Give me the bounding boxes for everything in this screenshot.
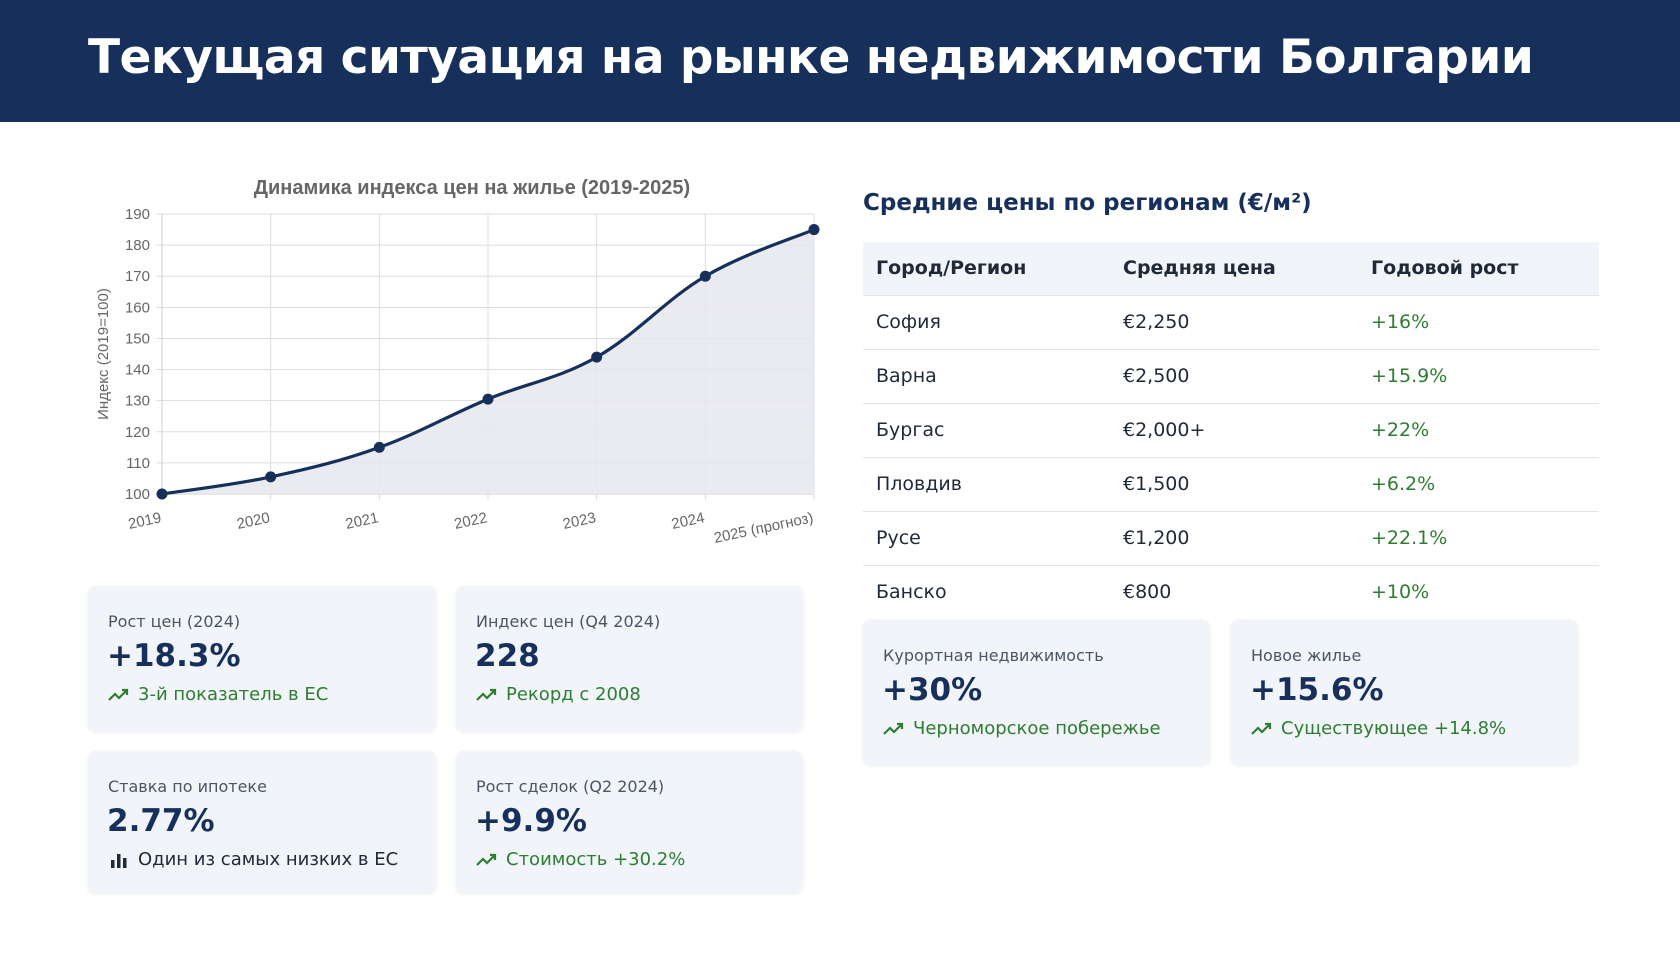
cell-growth: +22.1% bbox=[1358, 511, 1599, 566]
y-tick-label: 190 bbox=[125, 206, 150, 223]
y-tick-label: 130 bbox=[125, 393, 150, 410]
x-tick-label: 2019 bbox=[127, 509, 163, 533]
stat-note-text: Один из самых низких в ЕС bbox=[138, 849, 399, 870]
data-point bbox=[482, 393, 494, 405]
stat-note-text: Рекорд с 2008 bbox=[506, 684, 641, 705]
stat-value: 2.77% bbox=[107, 803, 215, 839]
y-tick-label: 180 bbox=[125, 237, 150, 254]
trend-up-icon bbox=[476, 853, 497, 866]
y-tick-label: 110 bbox=[126, 455, 150, 472]
stat-label: Рост сделок (Q2 2024) bbox=[476, 777, 665, 796]
regions-table-title: Средние цены по регионам (€/м²) bbox=[863, 190, 1312, 216]
stat-note: Стоимость +30.2% bbox=[476, 849, 685, 870]
cell-price: €1,200 bbox=[1110, 511, 1358, 566]
table-row: Пловдив €1,500 +6.2% bbox=[863, 457, 1599, 512]
table-row: Банско €800 +10% bbox=[863, 565, 1599, 619]
trend-up-icon bbox=[476, 688, 497, 701]
table-header-row: Город/Регион Средняя цена Годовой рост bbox=[863, 242, 1599, 296]
column-header-growth: Годовой рост bbox=[1358, 242, 1599, 296]
bar-chart-icon bbox=[111, 853, 127, 868]
stat-card-resort-property: Курортная недвижимость +30% Черноморское… bbox=[863, 620, 1210, 765]
y-tick-label: 150 bbox=[125, 330, 150, 347]
data-point bbox=[156, 488, 168, 500]
cell-price: €1,500 bbox=[1110, 457, 1358, 512]
x-tick-label: 2022 bbox=[453, 509, 489, 533]
table-row: Варна €2,500 +15.9% bbox=[863, 349, 1599, 404]
x-tick-label: 2023 bbox=[561, 509, 597, 533]
stat-label: Индекс цен (Q4 2024) bbox=[476, 612, 661, 631]
y-tick-label: 160 bbox=[125, 299, 150, 316]
column-header-city: Город/Регион bbox=[863, 242, 1110, 296]
stat-label: Ставка по ипотеке bbox=[108, 777, 267, 796]
stat-value: +30% bbox=[882, 672, 983, 708]
cell-price: €2,500 bbox=[1110, 349, 1358, 404]
y-tick-label: 140 bbox=[125, 362, 150, 379]
stat-value: 228 bbox=[475, 638, 540, 674]
cell-growth: +15.9% bbox=[1358, 349, 1599, 404]
cell-city: Банско bbox=[876, 581, 947, 604]
price-index-chart: Динамика индекса цен на жилье (2019-2025… bbox=[88, 168, 828, 563]
cell-price: €2,000+ bbox=[1110, 403, 1358, 458]
y-tick-label: 170 bbox=[125, 268, 150, 285]
data-point bbox=[265, 471, 277, 483]
series-area-fill bbox=[162, 229, 814, 495]
cell-price: €800 bbox=[1123, 581, 1172, 604]
trend-up-icon bbox=[108, 688, 129, 701]
stat-note: Рекорд с 2008 bbox=[476, 684, 641, 705]
trend-up-icon bbox=[883, 722, 904, 735]
chart-title: Динамика индекса цен на жилье (2019-2025… bbox=[254, 177, 690, 199]
cell-city: Русе bbox=[863, 511, 1110, 566]
cell-growth: +16% bbox=[1358, 295, 1599, 350]
y-axis-label: Индекс (2019=100) bbox=[95, 288, 112, 420]
cell-city: София bbox=[863, 295, 1110, 350]
stat-note: Черноморское побережье bbox=[883, 718, 1161, 739]
page-title: Текущая ситуация на рынке недвижимости Б… bbox=[88, 30, 1534, 85]
cell-price: €2,250 bbox=[1110, 295, 1358, 350]
column-header-price: Средняя цена bbox=[1110, 242, 1358, 296]
cell-city: Варна bbox=[863, 349, 1110, 404]
stat-value: +15.6% bbox=[1250, 672, 1384, 708]
stat-value: +18.3% bbox=[107, 638, 241, 674]
stat-note-text: Черноморское побережье bbox=[913, 718, 1161, 739]
stat-card-deal-growth: Рост сделок (Q2 2024) +9.9% Стоимость +3… bbox=[456, 751, 803, 893]
table-row: София €2,250 +16% bbox=[863, 295, 1599, 350]
table-row: Бургас €2,000+ +22% bbox=[863, 403, 1599, 458]
data-point bbox=[699, 270, 711, 282]
x-tick-label: 2025 (прогноз) bbox=[712, 509, 814, 547]
data-point bbox=[373, 441, 385, 453]
stat-card-price-index: Индекс цен (Q4 2024) 228 Рекорд с 2008 bbox=[456, 586, 803, 731]
chart-svg: Динамика индекса цен на жилье (2019-2025… bbox=[95, 177, 820, 547]
cell-city: Пловдив bbox=[863, 457, 1110, 512]
stat-note-text: Существующее +14.8% bbox=[1281, 718, 1507, 739]
stat-label: Новое жилье bbox=[1251, 646, 1362, 665]
x-tick-label: 2021 bbox=[344, 509, 380, 533]
stat-card-mortgage-rate: Ставка по ипотеке 2.77% Один из самых ни… bbox=[88, 751, 436, 893]
y-tick-label: 100 bbox=[125, 486, 150, 503]
stat-note: 3-й показатель в ЕС bbox=[108, 684, 328, 705]
stat-note: Один из самых низких в ЕС bbox=[108, 849, 398, 870]
y-tick-label: 120 bbox=[125, 424, 150, 441]
cell-growth: +6.2% bbox=[1358, 457, 1599, 512]
stat-label: Рост цен (2024) bbox=[108, 612, 241, 631]
stat-note-text: Стоимость +30.2% bbox=[506, 849, 686, 870]
stat-card-price-growth: Рост цен (2024) +18.3% 3-й показатель в … bbox=[88, 586, 436, 731]
stat-note: Существующее +14.8% bbox=[1251, 718, 1506, 739]
regions-table: Город/Регион Средняя цена Годовой рост С… bbox=[863, 242, 1599, 619]
stat-card-new-housing: Новое жилье +15.6% Существующее +14.8% bbox=[1231, 620, 1578, 765]
data-point bbox=[591, 351, 603, 363]
cell-growth: +22% bbox=[1358, 403, 1599, 458]
cell-growth: +10% bbox=[1371, 581, 1430, 604]
table-row: Русе €1,200 +22.1% bbox=[863, 511, 1599, 566]
stat-label: Курортная недвижимость bbox=[883, 646, 1104, 665]
cell-city: Бургас bbox=[863, 403, 1110, 458]
trend-up-icon bbox=[1251, 722, 1272, 735]
data-point bbox=[808, 224, 820, 236]
stat-note-text: 3-й показатель в ЕС bbox=[138, 684, 329, 705]
stat-value: +9.9% bbox=[475, 803, 587, 839]
page-header: Текущая ситуация на рынке недвижимости Б… bbox=[0, 0, 1680, 122]
x-tick-label: 2024 bbox=[670, 509, 706, 533]
x-tick-label: 2020 bbox=[235, 509, 271, 533]
